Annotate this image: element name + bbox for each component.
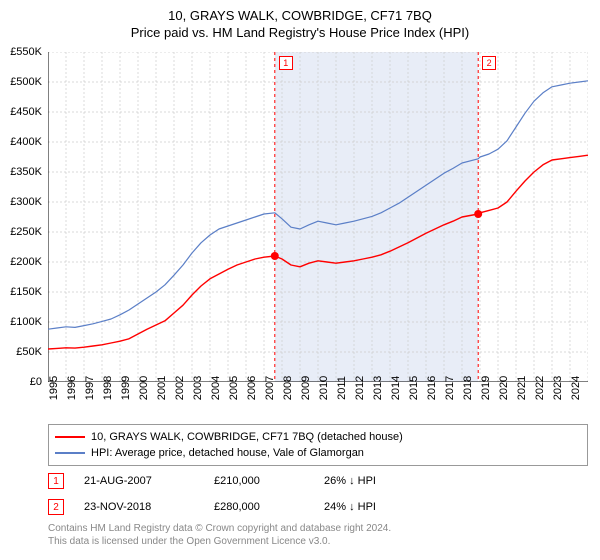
x-axis-labels: 1995199619971998199920002001200220032004… (48, 384, 588, 424)
chart-plot-area: 12 (48, 52, 588, 382)
chart-title-sub: Price paid vs. HM Land Registry's House … (0, 25, 600, 40)
x-tick-label: 2010 (318, 376, 330, 400)
chart-sale-badge: 2 (482, 56, 496, 70)
x-tick-label: 2017 (444, 376, 456, 400)
y-tick-label: £500K (10, 76, 42, 88)
x-tick-label: 2008 (282, 376, 294, 400)
sale-vs-hpi: 24% ↓ HPI (324, 501, 588, 513)
x-tick-label: 2007 (264, 376, 276, 400)
legend-label: HPI: Average price, detached house, Vale… (91, 445, 364, 461)
x-tick-label: 2022 (534, 376, 546, 400)
sales-marker-table: 1 21-AUG-2007£210,00026% ↓ HPI 2 23-NOV-201… (48, 468, 588, 520)
legend-swatch (55, 436, 85, 438)
sale-price: £280,000 (214, 501, 324, 513)
y-tick-label: £50K (16, 346, 42, 358)
x-tick-label: 2004 (210, 376, 222, 400)
y-tick-label: £350K (10, 166, 42, 178)
y-tick-label: £450K (10, 106, 42, 118)
y-tick-label: £400K (10, 136, 42, 148)
x-tick-label: 2019 (480, 376, 492, 400)
x-tick-label: 2024 (570, 376, 582, 400)
x-tick-label: 2014 (390, 376, 402, 400)
x-tick-label: 1999 (120, 376, 132, 400)
x-tick-label: 1996 (66, 376, 78, 400)
x-tick-label: 1997 (84, 376, 96, 400)
y-tick-label: £100K (10, 316, 42, 328)
x-tick-label: 2000 (138, 376, 150, 400)
x-tick-label: 2023 (552, 376, 564, 400)
y-axis-labels: £0£50K£100K£150K£200K£250K£300K£350K£400… (0, 52, 46, 382)
x-tick-label: 2015 (408, 376, 420, 400)
y-tick-label: £300K (10, 196, 42, 208)
x-tick-label: 2011 (336, 376, 348, 400)
legend-row: HPI: Average price, detached house, Vale… (55, 445, 581, 461)
footnote-line1: Contains HM Land Registry data © Crown c… (48, 522, 588, 535)
chart-title-main: 10, GRAYS WALK, COWBRIDGE, CF71 7BQ (0, 8, 600, 23)
x-tick-label: 2005 (228, 376, 240, 400)
sale-row: 2 23-NOV-2018£280,00024% ↓ HPI (48, 494, 588, 520)
sale-badge: 2 (48, 499, 64, 515)
x-tick-label: 2012 (354, 376, 366, 400)
x-tick-label: 2021 (516, 376, 528, 400)
sale-date: 21-AUG-2007 (84, 475, 214, 487)
sale-row: 1 21-AUG-2007£210,00026% ↓ HPI (48, 468, 588, 494)
y-tick-label: £250K (10, 226, 42, 238)
footnote-line2: This data is licensed under the Open Gov… (48, 535, 588, 548)
x-tick-label: 2020 (498, 376, 510, 400)
x-tick-label: 2006 (246, 376, 258, 400)
x-tick-label: 2003 (192, 376, 204, 400)
legend-row: 10, GRAYS WALK, COWBRIDGE, CF71 7BQ (det… (55, 429, 581, 445)
x-tick-label: 2016 (426, 376, 438, 400)
sale-vs-hpi: 26% ↓ HPI (324, 475, 588, 487)
legend-swatch (55, 452, 85, 454)
sale-date: 23-NOV-2018 (84, 501, 214, 513)
x-tick-label: 2009 (300, 376, 312, 400)
x-tick-label: 1995 (48, 376, 60, 400)
y-tick-label: £550K (10, 46, 42, 58)
x-tick-label: 2001 (156, 376, 168, 400)
y-tick-label: £200K (10, 256, 42, 268)
chart-svg (48, 52, 588, 382)
sale-badge: 1 (48, 473, 64, 489)
sale-price: £210,000 (214, 475, 324, 487)
x-tick-label: 2002 (174, 376, 186, 400)
x-tick-label: 1998 (102, 376, 114, 400)
y-tick-label: £0 (30, 376, 42, 388)
legend-label: 10, GRAYS WALK, COWBRIDGE, CF71 7BQ (det… (91, 429, 403, 445)
x-tick-label: 2013 (372, 376, 384, 400)
y-tick-label: £150K (10, 286, 42, 298)
chart-legend: 10, GRAYS WALK, COWBRIDGE, CF71 7BQ (det… (48, 424, 588, 466)
chart-title-block: 10, GRAYS WALK, COWBRIDGE, CF71 7BQ Pric… (0, 0, 600, 40)
chart-footnote: Contains HM Land Registry data © Crown c… (48, 522, 588, 548)
x-tick-label: 2018 (462, 376, 474, 400)
chart-sale-badge: 1 (279, 56, 293, 70)
